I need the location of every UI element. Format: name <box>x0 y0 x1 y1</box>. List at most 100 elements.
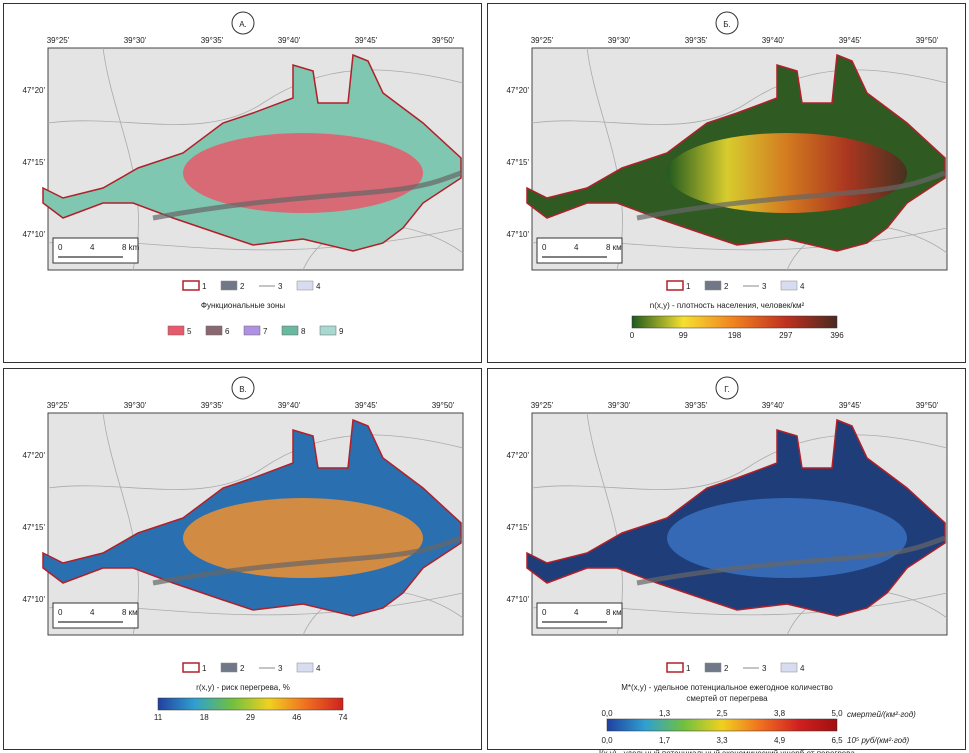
lon-tick: 39°35' <box>201 36 224 45</box>
legend-label: 3 <box>278 282 283 291</box>
lon-tick: 39°25' <box>531 401 554 410</box>
lat-tick: 47°20' <box>506 86 529 95</box>
colorbar-label: 0,0 <box>601 709 613 718</box>
lat-tick: 47°15' <box>22 158 45 167</box>
lat-tick: 47°20' <box>22 451 45 460</box>
panel-title: Функциональные зоны <box>201 301 285 310</box>
lon-tick: 39°30' <box>608 36 631 45</box>
lon-tick: 39°30' <box>124 36 147 45</box>
legend-swatch <box>296 280 314 291</box>
colorbar-label: 3,3 <box>716 736 728 745</box>
panel-title-2: смертей от перегрева <box>686 694 768 703</box>
lat-tick: 47°10' <box>506 595 529 604</box>
lat-tick: 47°15' <box>506 523 529 532</box>
lon-tick: 39°45' <box>355 36 378 45</box>
colorbar-label: 2,5 <box>716 709 728 718</box>
lat-tick: 47°20' <box>22 86 45 95</box>
zone-label: 6 <box>225 327 230 336</box>
zone-label: 8 <box>301 327 306 336</box>
lon-tick: 39°40' <box>762 36 785 45</box>
legend-label: 3 <box>278 664 283 673</box>
lon-tick: 39°25' <box>531 36 554 45</box>
lon-tick: 39°50' <box>916 401 939 410</box>
zone-label: 9 <box>339 327 344 336</box>
colorbar-label: 29 <box>246 713 255 722</box>
label-circle <box>715 376 739 400</box>
legend-swatch <box>296 662 314 673</box>
legend-label: 1 <box>686 664 691 673</box>
colorbar-label: 1,7 <box>659 736 671 745</box>
panel-label: Г. <box>724 385 730 394</box>
legend-swatch <box>780 280 798 291</box>
urban-core <box>183 133 423 213</box>
scale-label: 4 <box>90 243 95 252</box>
scale-label: 0 <box>542 608 547 617</box>
scale-box <box>536 602 623 629</box>
label-circle <box>715 11 739 35</box>
scale-label: 4 <box>574 243 579 252</box>
scale-box <box>52 237 139 264</box>
lon-tick: 39°40' <box>278 401 301 410</box>
legend-swatch <box>666 280 684 291</box>
panel-label: А. <box>239 20 247 29</box>
lon-tick: 39°45' <box>839 36 862 45</box>
legend-swatch <box>704 280 722 291</box>
scale-label: 8 км <box>606 608 622 617</box>
lat-tick: 47°20' <box>506 451 529 460</box>
panel-title-3: l(x,y) - удельный потенциальный экономич… <box>599 749 855 753</box>
lon-tick: 39°35' <box>685 401 708 410</box>
zone-label: 5 <box>187 327 192 336</box>
legend-label: 2 <box>724 664 729 673</box>
legend-label: 1 <box>202 664 207 673</box>
unit: смертей/(км²·год) <box>847 710 916 719</box>
scale-box <box>536 237 623 264</box>
legend-swatch <box>182 280 200 291</box>
zone-swatch <box>205 325 223 336</box>
panel: Г. 39°25' 39°30' 39°35' 39°40' 39°45' 39°50' 47… <box>487 368 966 753</box>
zone-swatch <box>319 325 337 336</box>
colorbar-label: 99 <box>679 331 688 340</box>
legend-label: 4 <box>316 664 321 673</box>
legend-label: 2 <box>724 282 729 291</box>
colorbar-label: 6,5 <box>831 736 843 745</box>
lat-tick: 47°10' <box>506 230 529 239</box>
colorbar-label: 46 <box>292 713 301 722</box>
legend-swatch <box>780 662 798 673</box>
zone-swatch <box>281 325 299 336</box>
label-circle <box>231 11 255 35</box>
legend-label: 1 <box>686 282 691 291</box>
colorbar-label: 4,9 <box>774 736 786 745</box>
zone-swatch <box>167 325 185 336</box>
legend-label: 1 <box>202 282 207 291</box>
colorbar-label: 1,3 <box>659 709 671 718</box>
legend-swatch <box>220 662 238 673</box>
scale-label: 4 <box>574 608 579 617</box>
panel-label: Б. <box>723 20 730 29</box>
colorbar-label: 0,0 <box>601 736 613 745</box>
lon-tick: 39°35' <box>685 36 708 45</box>
lon-tick: 39°35' <box>201 401 224 410</box>
lat-tick: 47°10' <box>22 230 45 239</box>
panel-title: n(x,y) - плотность населения, человек/км… <box>650 301 805 310</box>
colorbar-label: 18 <box>200 713 209 722</box>
lon-tick: 39°40' <box>278 36 301 45</box>
legend-label: 3 <box>762 282 767 291</box>
lat-tick: 47°10' <box>22 595 45 604</box>
legend-label: 3 <box>762 664 767 673</box>
road <box>531 434 948 490</box>
lat-tick: 47°15' <box>22 523 45 532</box>
urban-core <box>667 133 907 213</box>
colorbar-label: 396 <box>830 331 844 340</box>
legend-swatch <box>182 662 200 673</box>
lon-tick: 39°45' <box>355 401 378 410</box>
legend-label: 4 <box>316 282 321 291</box>
zone-swatch <box>243 325 261 336</box>
colorbar-label: 3,8 <box>774 709 786 718</box>
river <box>152 170 462 221</box>
colorbar-label: 198 <box>728 331 742 340</box>
scale-label: 8 km <box>122 243 140 252</box>
colorbar <box>631 315 838 329</box>
label-circle <box>231 376 255 400</box>
